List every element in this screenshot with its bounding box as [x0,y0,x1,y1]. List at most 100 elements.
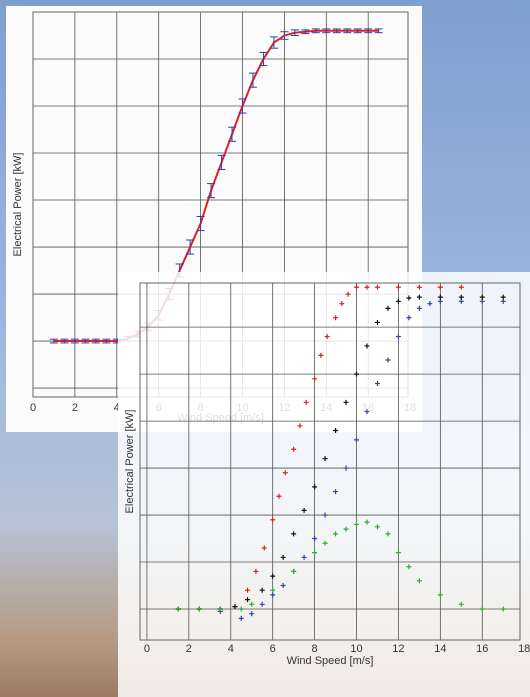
point [312,484,318,490]
point [270,517,276,523]
point [364,519,370,525]
point [276,493,282,499]
point [345,291,351,297]
point [395,334,401,340]
point [324,334,330,340]
point [333,489,339,495]
point [385,305,391,311]
x-tick-label: 14 [434,643,446,655]
point [282,470,288,476]
point [301,554,307,560]
error-bar [49,338,58,344]
x-tick-label: 18 [518,643,530,655]
error-bar [91,338,100,344]
error-bar [311,28,320,34]
point [245,597,251,603]
point [303,399,309,405]
point [500,298,506,304]
y-axis-label: Electrical Power [kW] [124,410,136,514]
point [374,524,380,530]
point [364,343,370,349]
error-bar [102,338,111,344]
point [395,284,401,290]
point [333,315,339,321]
error-bar [238,98,247,114]
point [395,550,401,556]
point [312,536,318,542]
point [249,601,255,607]
point [437,284,443,290]
point [479,294,485,300]
error-bar [322,28,331,34]
point [291,531,297,537]
x-tick-label: 2 [186,643,192,655]
point [385,531,391,537]
x-tick-label: 16 [476,643,488,655]
point [364,284,370,290]
x-tick-label: 10 [350,643,362,655]
point [458,284,464,290]
point [297,423,303,429]
error-bar [280,31,289,40]
point [280,583,286,589]
point [406,295,412,301]
point [232,604,238,610]
point [301,507,307,513]
error-bar [374,28,383,34]
point [343,399,349,405]
error-bar [207,183,216,199]
point [479,606,485,612]
point [416,305,422,311]
point [270,587,276,593]
x-tick-label: 0 [30,402,36,414]
point [354,371,360,377]
point [261,545,267,551]
x-tick-label: 2 [72,402,78,414]
point [343,465,349,471]
x-tick-label: 4 [228,643,234,655]
point [253,568,259,574]
point [259,601,265,607]
point [374,381,380,387]
error-bar [332,28,341,34]
x-tick-label: 6 [270,643,276,655]
point [339,301,345,307]
point [333,531,339,537]
point [354,521,360,527]
point [374,319,380,325]
error-bar [186,239,195,255]
point [333,427,339,433]
point [270,573,276,579]
point [374,284,380,290]
point [245,587,251,593]
point [312,550,318,556]
point [406,564,412,570]
point [385,357,391,363]
error-bar [290,29,299,37]
point [395,298,401,304]
point [238,606,244,612]
point [291,568,297,574]
point [322,456,328,462]
error-bar [353,28,362,34]
point [479,298,485,304]
point [259,587,265,593]
point [291,446,297,452]
x-tick-label: 12 [392,643,404,655]
error-bar [364,28,373,34]
point [437,298,443,304]
power-curve [53,29,379,343]
point [354,437,360,443]
error-bar [217,154,226,170]
error-bar [301,29,310,35]
point [437,592,443,598]
error-bar [228,126,237,142]
point [322,512,328,518]
point [280,554,286,560]
x-tick-label: 4 [114,402,120,414]
point [270,592,276,598]
point [437,294,443,300]
point [416,284,422,290]
point [354,284,360,290]
